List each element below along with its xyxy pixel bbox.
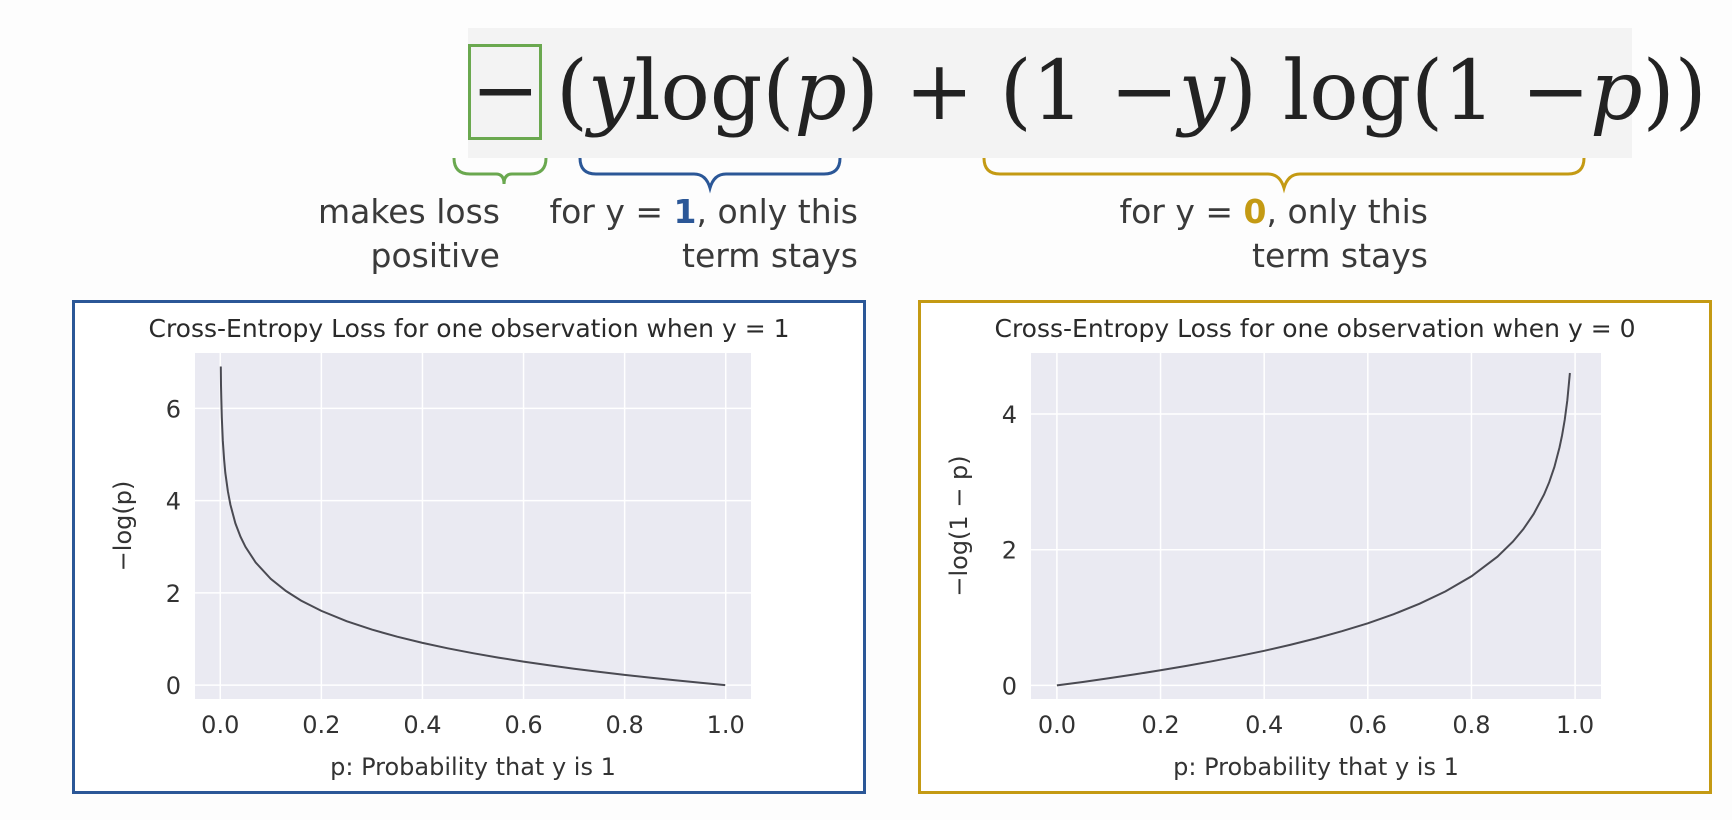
loss-curve <box>219 366 726 687</box>
x-tick-label: 1.0 <box>1556 711 1594 739</box>
x-tick-label: 0.6 <box>1349 711 1387 739</box>
y-tick-label: 0 <box>1002 672 1017 700</box>
x-tick-label: 0.6 <box>504 711 542 739</box>
chart-y0: Cross-Entropy Loss for one observation w… <box>945 314 1636 781</box>
y-axis-label: −log(p) <box>109 481 137 572</box>
annotation-y1-suffix: , only this <box>696 192 859 231</box>
formula-close-parens: )) <box>1642 44 1707 139</box>
x-tick-label: 0.0 <box>1038 711 1076 739</box>
annotation-sign-line2: positive <box>370 236 500 275</box>
annotation-y-equals-1: for y = 1, only this term stays <box>540 190 859 278</box>
y-tick-label: 6 <box>166 395 181 423</box>
annotation-y0-suffix: , only this <box>1266 192 1429 231</box>
annotation-y-equals-0: for y = 0, only this term stays <box>1110 190 1429 278</box>
y-tick-label: 0 <box>166 672 181 700</box>
loss-curve <box>1056 372 1571 687</box>
chart-title: Cross-Entropy Loss for one observation w… <box>994 314 1635 343</box>
annotation-y0-prefix: for y = <box>1119 192 1244 231</box>
chart-y1: Cross-Entropy Loss for one observation w… <box>109 314 790 781</box>
formula-p: p <box>794 44 847 139</box>
y-tick-label: 4 <box>1002 401 1017 429</box>
x-tick-label: 0.8 <box>606 711 644 739</box>
y-axis-label: −log(1 − p) <box>945 455 973 596</box>
annotation-makes-loss-positive: makes loss positive <box>290 190 500 278</box>
cross-entropy-formula: − ( y log( p ) + (1 − y ) log(1 − p )) <box>468 26 1707 158</box>
annotation-y1-line2: term stays <box>682 236 858 275</box>
formula-y: y <box>588 44 635 139</box>
plot-area <box>1031 353 1601 699</box>
formula-log: log( <box>634 44 795 139</box>
chart-title: Cross-Entropy Loss for one observation w… <box>148 314 789 343</box>
y-tick-label: 2 <box>1002 537 1017 565</box>
formula-braces <box>452 157 1586 194</box>
annotation-y0-line1: for y = 0, only this <box>1110 190 1429 234</box>
x-axis-label: p: Probability that y is 1 <box>1173 753 1459 781</box>
plot-area <box>195 353 751 699</box>
annotation-y0-value: 0 <box>1243 192 1267 231</box>
blue-brace <box>578 157 842 194</box>
annotation-sign-line1: makes loss <box>317 192 500 231</box>
formula-background <box>468 28 1632 158</box>
chart-panel-y0: Cross-Entropy Loss for one observation w… <box>918 300 1712 794</box>
chart-panel-y1: Cross-Entropy Loss for one observation w… <box>72 300 866 794</box>
x-tick-label: 0.4 <box>1245 711 1283 739</box>
green-brace <box>452 157 548 185</box>
formula-y-second: y <box>1178 44 1225 139</box>
gold-brace <box>982 157 1586 194</box>
annotation-y1-prefix: for y = <box>549 192 674 231</box>
x-tick-label: 0.8 <box>1452 711 1490 739</box>
formula-p-second: p <box>1590 44 1643 139</box>
y-tick-label: 2 <box>166 580 181 608</box>
annotation-y1-line1: for y = 1, only this <box>540 190 859 234</box>
formula-log-one-minus: ) log(1 − <box>1225 44 1591 139</box>
x-tick-label: 0.4 <box>403 711 441 739</box>
x-axis-label: p: Probability that y is 1 <box>330 753 616 781</box>
x-tick-label: 0.2 <box>1141 711 1179 739</box>
x-tick-label: 1.0 <box>707 711 745 739</box>
x-tick-label: 0.2 <box>302 711 340 739</box>
annotation-y1-value: 1 <box>673 192 697 231</box>
formula-open-paren: ( <box>556 44 588 139</box>
y-tick-label: 4 <box>166 488 181 516</box>
formula-minus-sign: − <box>468 44 542 140</box>
annotation-y0-line2: term stays <box>1252 236 1428 275</box>
formula-plus-one-minus: ) + (1 − <box>846 44 1179 139</box>
x-tick-label: 0.0 <box>201 711 239 739</box>
